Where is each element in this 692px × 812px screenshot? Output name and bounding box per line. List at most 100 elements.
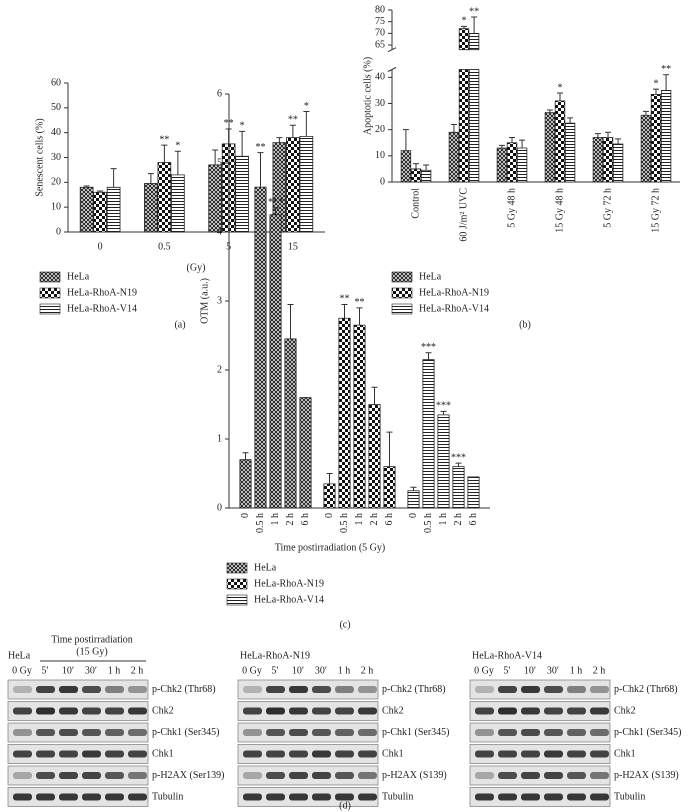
blot-band [36, 707, 55, 715]
blot-row-label: Chk1 [152, 748, 174, 759]
significance-label: * [304, 101, 309, 112]
significance-label: ** [661, 64, 671, 75]
error-bar [276, 137, 283, 143]
x-tick-label: 1 h [270, 513, 281, 526]
error-bar [303, 111, 310, 137]
blot-band [36, 750, 55, 758]
error-bar [498, 144, 505, 148]
blot-band [521, 729, 540, 736]
bar [602, 137, 614, 183]
bar [286, 137, 300, 233]
y-tick-label: 2 [217, 364, 222, 375]
blot-band [498, 772, 517, 779]
blot-band [590, 750, 609, 758]
x-tick-label: Control [410, 188, 421, 219]
blot-band [105, 686, 124, 693]
significance-label: ** [469, 6, 479, 17]
significance-label: ** [159, 134, 169, 145]
lane-label: 1 h [570, 665, 583, 676]
x-tick-label: 15 [288, 241, 298, 252]
blot-band [590, 793, 609, 801]
blot-band [128, 772, 147, 779]
blot-row-label: p-Chk1 (Ser345) [382, 727, 450, 738]
error-bar [341, 303, 348, 319]
blot-band [335, 772, 354, 779]
bar [420, 169, 432, 183]
blot-band [544, 686, 563, 693]
blot-band [312, 729, 331, 736]
bar [640, 114, 652, 183]
significance-label: * [240, 121, 245, 132]
blot-band [128, 729, 147, 736]
blot-band [590, 772, 609, 779]
blot-row-label: p-Chk1 (Ser345) [614, 727, 682, 738]
bar [144, 183, 158, 233]
error-bar [557, 92, 563, 101]
blot-band [266, 686, 285, 693]
legend-swatch [391, 271, 413, 283]
blot-band [59, 793, 78, 801]
error-bar [642, 110, 649, 116]
error-bar [110, 168, 117, 188]
bar [157, 162, 172, 233]
error-bar [423, 164, 430, 171]
y-tick-label: 30 [51, 152, 61, 163]
blot-band [521, 707, 540, 715]
y-tick-label: 30 [375, 98, 385, 109]
x-axis-label: Time postirradiation (5 Gy) [275, 542, 385, 553]
blot-band [335, 686, 354, 693]
significance-label: ** [340, 294, 350, 305]
lane-label: 30′ [315, 665, 327, 676]
blot-band [475, 729, 494, 736]
blot-band [521, 686, 540, 693]
lane-label: 2 h [593, 665, 606, 676]
x-tick-label: 0 [98, 241, 103, 252]
blot-band [312, 750, 331, 758]
blot-band [13, 686, 32, 693]
legend-swatch [226, 594, 248, 606]
bar [407, 490, 420, 509]
y-tick-label: 60 [51, 77, 61, 88]
blot-time-label: Time postirradiation [51, 634, 133, 645]
blot-band [59, 750, 78, 758]
blot-band [289, 729, 308, 736]
blot-band [105, 772, 124, 779]
bar [592, 137, 604, 183]
blot-band [498, 686, 517, 693]
y-tick-label: 0 [56, 226, 61, 237]
bar [106, 186, 121, 233]
bar [299, 397, 312, 509]
error-bar [212, 149, 219, 165]
error-bar [326, 473, 333, 484]
blot-band [567, 750, 586, 758]
legend-label: HeLa [254, 562, 277, 573]
blot-band [498, 729, 517, 736]
error-bar [615, 138, 622, 145]
blot-band [498, 707, 517, 715]
blot-band [105, 707, 124, 715]
bar [368, 404, 381, 509]
error-bar [356, 307, 363, 326]
significance-label: ** [256, 142, 266, 153]
blot-band [13, 793, 32, 801]
axis-break [387, 47, 397, 72]
significance-label: *** [268, 197, 283, 208]
error-bar [413, 163, 419, 169]
blot-title: HeLa-RhoA-V14 [472, 650, 542, 661]
blot-band [266, 750, 285, 758]
blot-row-label: Chk1 [614, 748, 636, 759]
bar [79, 186, 94, 233]
blot-band [475, 707, 494, 715]
x-tick-label: 2 h [285, 513, 296, 526]
y-tick-label: 65 [375, 39, 385, 50]
blot-band [13, 707, 32, 715]
blot-band [590, 707, 609, 715]
blot-band [266, 793, 285, 801]
legend-label: HeLa-RhoA-N19 [67, 287, 137, 298]
bar [235, 155, 249, 233]
blot-title: HeLa [8, 650, 31, 661]
blot-band [128, 750, 147, 758]
legend-swatch [391, 287, 413, 299]
blot-band [567, 772, 586, 779]
